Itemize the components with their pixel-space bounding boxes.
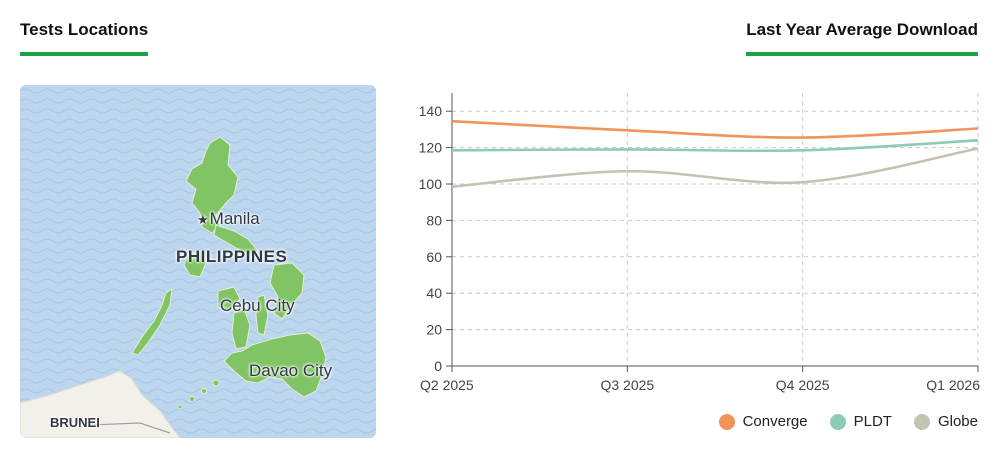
y-tick-label: 120 <box>419 140 443 156</box>
luzon-island <box>185 136 239 234</box>
series-line-pldt[interactable] <box>451 139 979 153</box>
samar-leyte-islands <box>269 262 305 320</box>
legend-label: Converge <box>742 413 808 430</box>
x-tick-label: Q1 2026 <box>926 377 980 393</box>
legend-item-globe[interactable]: Globe <box>913 413 978 430</box>
average-download-title: Last Year Average Download <box>746 20 978 56</box>
map-label-cebu[interactable]: Cebu City <box>220 296 295 315</box>
legend-item-pldt[interactable]: PLDT <box>829 413 892 430</box>
map-label-manila[interactable]: ★Manila <box>197 209 260 228</box>
map-label-davao[interactable]: Davao City <box>249 361 333 380</box>
x-tick-label: Q3 2025 <box>600 377 654 393</box>
chart-grid <box>452 93 979 366</box>
y-tick-label: 140 <box>419 103 443 119</box>
y-tick-label: 40 <box>426 285 442 301</box>
map-label-philippines[interactable]: PHILIPPINES <box>176 247 288 266</box>
mindoro-island <box>183 250 207 278</box>
y-tick-label: 20 <box>426 322 442 338</box>
chart-series-lines <box>451 119 979 189</box>
series-line-converge[interactable] <box>451 119 979 139</box>
capital-star-icon: ★ <box>197 212 209 227</box>
map-canvas <box>20 85 376 438</box>
borneo-landmass <box>20 370 181 438</box>
tests-locations-title: Tests Locations <box>20 20 149 56</box>
negros-island <box>231 308 251 350</box>
y-tick-label: 0 <box>434 358 442 374</box>
panay-island <box>217 286 241 312</box>
map-label-brunei[interactable]: BRUNEI <box>50 415 100 430</box>
y-tick-label: 60 <box>426 249 442 265</box>
sulu-islet <box>189 396 195 402</box>
chart-legend: Converge PLDT Globe <box>718 413 978 430</box>
cebu-island <box>255 294 269 336</box>
chart-tick-labels: 0 20 40 60 80 100 120 140 Q2 2025 Q3 2025 Q4 2025 Q… <box>419 103 981 393</box>
legend-label: Globe <box>937 413 978 430</box>
mindanao-island <box>223 332 327 398</box>
legend-item-converge[interactable]: Converge <box>718 413 808 430</box>
series-line-globe[interactable] <box>451 147 979 189</box>
tests-locations-map[interactable]: ★Manila PHILIPPINES Cebu City Davao City… <box>20 85 376 438</box>
chart-axes <box>446 93 979 372</box>
palawan-island <box>131 287 173 356</box>
brunei-border <box>89 422 171 434</box>
legend-swatch-icon <box>829 413 846 430</box>
x-tick-label: Q2 2025 <box>420 377 474 393</box>
y-tick-label: 80 <box>426 212 442 228</box>
x-tick-label: Q4 2025 <box>776 377 830 393</box>
sulu-islet <box>201 388 207 394</box>
sulu-islet <box>212 379 220 387</box>
sulu-islet <box>177 404 183 410</box>
legend-swatch-icon <box>913 413 930 430</box>
legend-swatch-icon <box>718 413 735 430</box>
bicol-peninsula <box>213 224 259 258</box>
y-tick-label: 100 <box>419 176 443 192</box>
average-download-chart[interactable]: 0 20 40 60 80 100 120 140 Q2 2025 Q3 2025 Q4 2025 Q… <box>400 88 990 398</box>
legend-label: PLDT <box>853 413 892 430</box>
